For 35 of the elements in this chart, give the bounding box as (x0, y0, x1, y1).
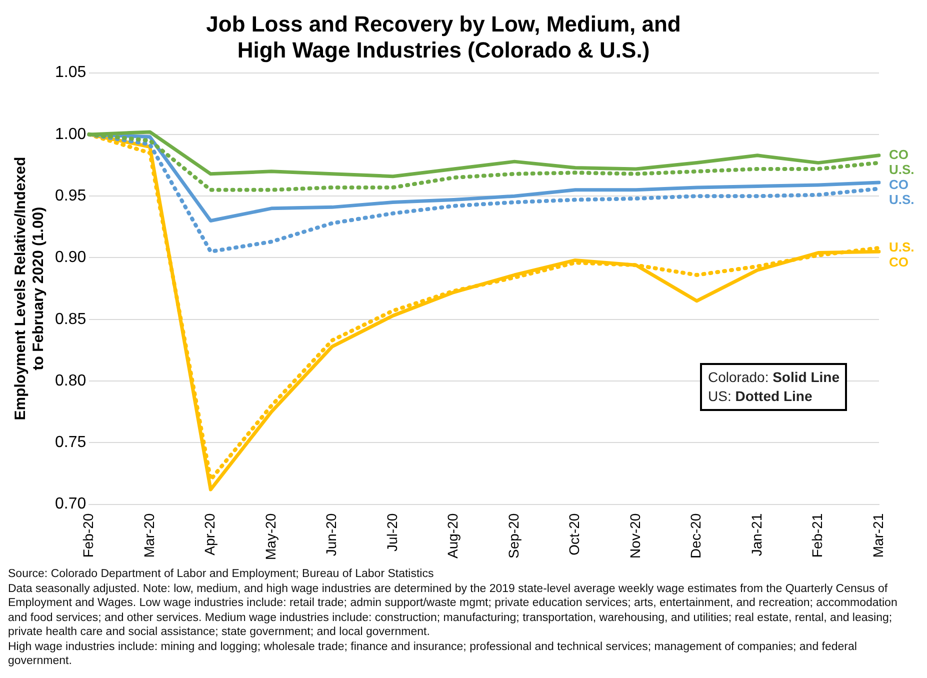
x-tick-label: Nov-20 (626, 513, 643, 558)
y-axis-title: Employment Levels Relative/Indexed to February 2020 (1.00) (12, 156, 48, 420)
x-tick-label: Oct-20 (566, 513, 582, 556)
x-tick-label: Dec-20 (688, 513, 704, 558)
series-label: U.S. (889, 239, 914, 254)
source-note: Source: Colorado Department of Labor and Employment; Bureau of Labor Statistics (8, 567, 435, 582)
series-label: U.S. (889, 162, 914, 177)
x-tick-label: Feb-20 (80, 513, 96, 558)
series-label: CO (889, 254, 908, 270)
x-tick-label: Sep-20 (505, 513, 522, 558)
y-tick-label: 1.05 (55, 64, 86, 82)
text: High wage industries include: mining and logging; wholesale trade; finance and insurance; professional and technical services; management of companies; and federal government. (8, 640, 858, 668)
annotation: Colorado: Solid Line (708, 368, 840, 387)
x-tick-label: Aug-20 (444, 513, 461, 558)
x-tick-label: Mar-20 (140, 513, 157, 558)
x-tick-label: Jan-21 (748, 513, 764, 556)
series-label: U.S. (889, 192, 914, 207)
x-tick-label: Mar-21 (870, 513, 886, 558)
x-tick-label: May-20 (262, 513, 278, 560)
series-label: CO (889, 176, 908, 192)
text: Data seasonally adjusted. Note: low, medium, and high wage industries are determined by the 2019 state-level average weekly wage estimates from the Quarterly Census of Employment and Wages. Low wage industries include: retail trade; admin support/waste mgmt; private education services; arts, entertainment, and recreation; accommodation and food services; and other services. Medium wage industries include: construction; manufacturing; transportation, warehousing, and utilities; real estate, rental, and leasing; private health care and social assistance; state government; and local government. (8, 582, 898, 640)
y-tick-label: 0.90 (55, 249, 86, 266)
x-tick-label: Jul-20 (384, 513, 400, 552)
x-tick-label: Feb-21 (809, 513, 826, 558)
chart-title: Job Loss and Recovery by Low, Medium, and High Wage Industries (Colorado & U.S.) (206, 11, 681, 63)
y-tick-label: 1.00 (55, 126, 86, 143)
y-tick-label: 0.70 (55, 496, 86, 513)
y-tick-label: 0.75 (55, 434, 86, 452)
x-tick-label: Apr-20 (202, 513, 218, 556)
x-tick-label: Jun-20 (323, 513, 340, 556)
annotation: US: Dotted Line (708, 387, 814, 406)
series-label: CO (889, 146, 908, 162)
y-tick-label: 0.95 (55, 187, 86, 204)
y-tick-label: 0.80 (55, 372, 86, 390)
y-tick-label: 0.85 (55, 310, 86, 328)
